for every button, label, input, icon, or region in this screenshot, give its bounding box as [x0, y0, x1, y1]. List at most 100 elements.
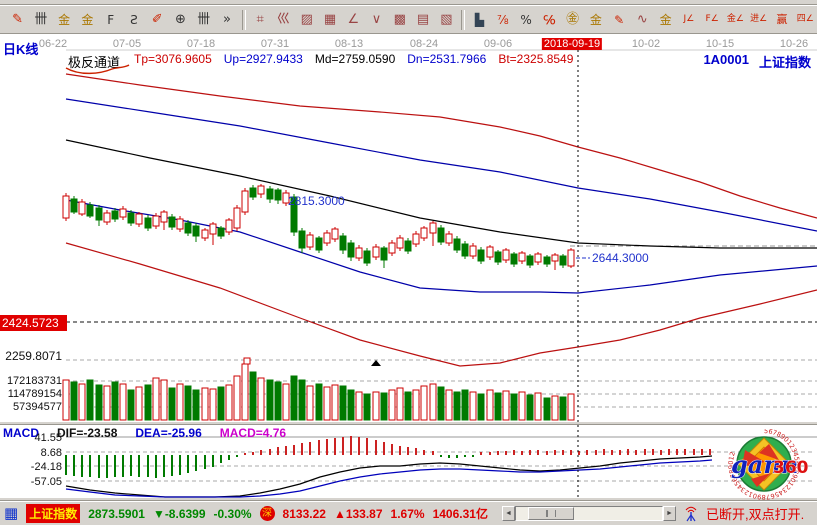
scrollbar-track[interactable] [514, 506, 663, 521]
fan-lines-tool-icon[interactable]: 巛 [273, 9, 294, 31]
candle-body[interactable] [323, 232, 331, 244]
win-tool-icon[interactable]: 赢 [771, 9, 792, 31]
zigzag-tool-icon[interactable]: ∨ [366, 9, 387, 31]
candle-body[interactable] [534, 253, 542, 263]
candle-body[interactable] [551, 254, 559, 262]
red-feather-tool-icon[interactable]: ✎ [7, 9, 28, 31]
candle-body[interactable] [559, 255, 567, 266]
candle-body[interactable] [233, 207, 241, 229]
candle-body[interactable] [111, 210, 119, 220]
candle-body[interactable] [241, 190, 249, 213]
candle-body[interactable] [306, 234, 314, 248]
candle-body[interactable] [257, 185, 265, 195]
candle-body[interactable] [461, 243, 469, 257]
candle-body[interactable] [347, 242, 355, 258]
candle-body[interactable] [70, 198, 78, 213]
gold-line2-tool-icon[interactable]: 金 [655, 9, 676, 31]
volume-macd-splitter[interactable] [0, 421, 817, 425]
candle-body[interactable] [315, 237, 323, 251]
candle-body[interactable] [176, 218, 184, 230]
angle-line-tool-icon[interactable]: ∠ [343, 9, 364, 31]
candle-body[interactable] [372, 246, 380, 258]
candle-body[interactable] [339, 235, 347, 251]
volume-profile-tool-icon[interactable]: ▙ [469, 9, 490, 31]
date-tick-10-15[interactable]: 10-15 [705, 38, 735, 50]
candle-body[interactable] [78, 201, 86, 215]
candle-body[interactable] [567, 249, 575, 267]
gold-gann-tool-icon[interactable]: 金 [54, 9, 75, 31]
candle-body[interactable] [298, 230, 306, 249]
comb-grid2-tool-icon[interactable]: 卌 [193, 9, 214, 31]
candle-body[interactable] [429, 222, 437, 234]
j-angle-tool-icon[interactable]: J∠ [678, 9, 699, 31]
candle-body[interactable] [274, 189, 282, 201]
market-table-icon[interactable]: ▦ [4, 504, 19, 522]
candle-body[interactable] [266, 188, 274, 200]
candle-body[interactable] [119, 208, 127, 218]
gold-line-tool-icon[interactable]: 金 [585, 9, 606, 31]
candle-body[interactable] [486, 246, 494, 258]
shaded-box-tool-icon[interactable]: ▨ [296, 9, 317, 31]
candle-body[interactable] [420, 227, 428, 239]
candle-body[interactable] [494, 251, 502, 263]
candle-body[interactable] [201, 229, 209, 239]
candle-body[interactable] [543, 256, 551, 265]
candle-body[interactable] [331, 228, 339, 240]
percent-line-tool-icon[interactable]: ℅ [539, 9, 560, 31]
connection-status[interactable]: 已断开,双点打开. [705, 507, 805, 522]
candle-body[interactable] [445, 233, 453, 244]
index-name-badge[interactable]: 上证指数 [26, 504, 81, 523]
candle-body[interactable] [477, 249, 485, 262]
candle-body[interactable] [95, 207, 103, 221]
wave-tool-icon[interactable]: ∿ [632, 9, 653, 31]
candle-body[interactable] [209, 223, 217, 235]
candle-body[interactable] [453, 238, 461, 251]
hatch-lines-tool-icon[interactable]: ▧ [436, 9, 457, 31]
candle-body[interactable] [103, 212, 111, 223]
macd-pane-label[interactable]: MACD [3, 426, 39, 440]
candle-body[interactable] [62, 195, 70, 219]
scroll-right-button[interactable]: ► [662, 506, 676, 521]
jin-angle-tool-icon[interactable]: 进∠ [748, 9, 769, 31]
candle-body[interactable] [225, 219, 233, 233]
date-tick-2018-09-19[interactable]: 2018-09-19 [541, 38, 603, 50]
date-tick-08-24[interactable]: 08-24 [409, 38, 439, 50]
grid-box-tool-icon[interactable]: ▩ [389, 9, 410, 31]
candle-body[interactable] [380, 247, 388, 261]
candle-body[interactable] [249, 187, 257, 198]
candle-body[interactable] [404, 240, 412, 252]
candle-body[interactable] [184, 222, 192, 234]
candle-body[interactable] [168, 216, 176, 228]
spiral-tool-icon[interactable]: Ƨ [123, 9, 144, 31]
candle-body[interactable] [217, 227, 225, 237]
candle-body[interactable] [290, 196, 298, 233]
date-tick-07-18[interactable]: 07-18 [186, 38, 216, 50]
candle-body[interactable] [282, 192, 290, 204]
toolbar-overflow[interactable]: » [216, 9, 237, 31]
cycle-circle-tool-icon[interactable]: ⊕ [170, 9, 191, 31]
candle-body[interactable] [86, 204, 94, 217]
candle-body[interactable] [135, 213, 143, 225]
candle-body[interactable] [355, 247, 363, 259]
trend-frame-tool-icon[interactable]: ⌗ [250, 9, 271, 31]
f-angle-tool-icon[interactable]: F∠ [702, 9, 723, 31]
candle-body[interactable] [160, 211, 168, 223]
gann-box-tool-icon[interactable]: ▦ [319, 9, 340, 31]
candle-body[interactable] [518, 252, 526, 262]
candle-body[interactable] [526, 255, 534, 266]
shenzhen-badge-icon[interactable]: 深 [259, 506, 275, 521]
marked-brush-tool-icon[interactable]: ✎ [608, 9, 629, 31]
dense-grid-tool-icon[interactable]: ▤ [412, 9, 433, 31]
date-tick-07-31[interactable]: 07-31 [260, 38, 290, 50]
candle-body[interactable] [469, 245, 477, 257]
candle-body[interactable] [152, 215, 160, 227]
si-angle-tool-icon[interactable]: 四∠ [795, 9, 816, 31]
date-tick-06-22[interactable]: 06-22 [38, 38, 68, 50]
symbol-name[interactable]: 上证指数 [758, 55, 811, 70]
candle-body[interactable] [510, 253, 518, 265]
candle-body[interactable] [437, 227, 445, 243]
gold-angle-tool-icon[interactable]: 金∠ [725, 9, 746, 31]
date-tick-07-05[interactable]: 07-05 [112, 38, 142, 50]
candle-body[interactable] [388, 242, 396, 254]
